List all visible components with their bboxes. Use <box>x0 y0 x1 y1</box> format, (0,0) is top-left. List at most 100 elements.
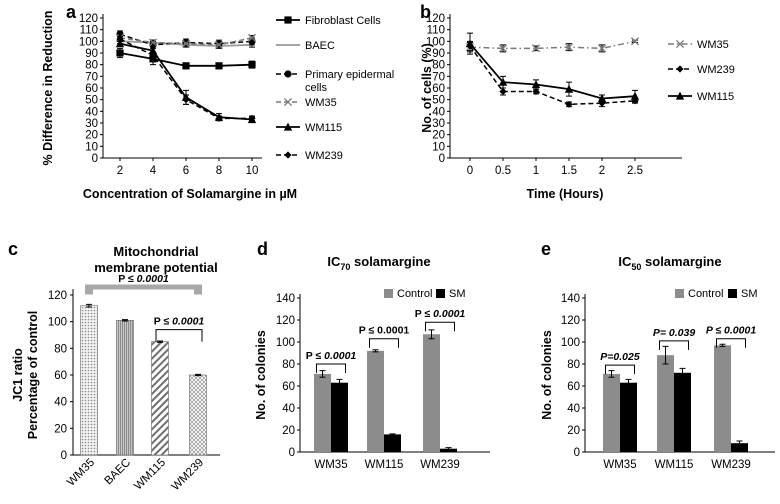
data-point <box>248 114 256 122</box>
chart-title: IC70 solamargine <box>327 254 430 272</box>
p-prefix: P ≤ <box>154 316 172 328</box>
y-tick-label: 40 <box>54 397 67 409</box>
y-tick-label: 120 <box>426 13 445 25</box>
legend-entry: WM115 <box>276 122 342 134</box>
p-prefix: P ≤ <box>118 273 136 285</box>
x-tick-label: 10 <box>246 165 259 177</box>
error-bar <box>719 343 726 347</box>
significance-label: P ≤ 0.0001 <box>359 325 410 337</box>
y-axis-title: No. of colonies <box>254 330 268 420</box>
significance-bracket: P ≤ 0.0001 <box>85 273 202 295</box>
x-tick-label: BAEC <box>102 457 133 488</box>
series-fibroblast-cells <box>116 47 256 70</box>
series-wm115 <box>465 32 640 103</box>
p-value: 0.0001 <box>377 325 409 337</box>
legend-entry: Fibroblast Cells <box>276 15 381 27</box>
x-tick-label: WM35 <box>603 459 636 471</box>
p-value: 0.0001 <box>324 350 356 362</box>
y-tick-label: 30 <box>432 118 445 130</box>
panel-label: d <box>257 239 268 259</box>
series-line <box>469 45 636 106</box>
bracket-end <box>85 284 93 295</box>
x-tick-label: WM239 <box>170 457 207 494</box>
y-tick-label: 60 <box>54 370 67 382</box>
y-tick-label: 100 <box>426 36 445 48</box>
bracket-line <box>369 338 399 348</box>
x-tick-label: WM115 <box>365 459 404 471</box>
bar <box>189 374 207 456</box>
panel-label: e <box>541 239 551 259</box>
x-tick-label: 4 <box>150 165 157 177</box>
p-value: 0.0001 <box>433 308 465 320</box>
legend-label: WM115 <box>305 122 342 134</box>
data-point <box>531 44 541 53</box>
y-axis-title: Percentage of control <box>26 311 40 440</box>
bar <box>423 334 440 452</box>
y-tick-label: 20 <box>85 130 98 142</box>
bracket-line <box>605 364 635 375</box>
y-tick-label: 140 <box>561 293 580 305</box>
error-bar <box>625 378 632 387</box>
error-bar <box>157 340 163 343</box>
y-tick-label: 100 <box>48 317 67 329</box>
significance-label: P ≤ 0.0001 <box>118 273 169 285</box>
significance-bracket: P ≤ 0.0001 <box>415 308 465 332</box>
bar <box>80 305 98 456</box>
legend-marker <box>676 65 684 73</box>
p-value: 0.0001 <box>137 273 169 285</box>
data-point <box>182 62 190 70</box>
data-point <box>630 37 640 46</box>
y-tick-label: 60 <box>282 381 295 393</box>
error-bar <box>662 345 669 365</box>
y-tick-label: 110 <box>80 25 98 37</box>
x-tick-label: WM239 <box>420 459 460 471</box>
title-main: IC <box>618 254 632 269</box>
legend-swatch <box>384 289 393 298</box>
series-line <box>119 42 253 121</box>
title-rest: solamargine <box>350 254 430 269</box>
bar <box>151 341 169 456</box>
series-line <box>469 43 636 100</box>
y-tick-label: 80 <box>54 343 67 355</box>
y-axis-title: JC1 ratio <box>11 348 25 402</box>
p-value: P= 0.039 <box>653 327 695 339</box>
y-tick-label: 50 <box>432 95 445 107</box>
y-tick-label: 50 <box>85 95 98 107</box>
legend-label: Primary epidermal <box>305 69 394 81</box>
legend-marker <box>675 39 685 49</box>
data-point <box>597 44 607 53</box>
bracket-line <box>659 340 689 350</box>
series-wm35 <box>115 33 257 49</box>
x-tick-label: 0.5 <box>495 165 511 177</box>
y-tick-label: 20 <box>54 423 67 435</box>
significance-label: P=0.025 <box>600 351 640 363</box>
y-tick-label: 80 <box>432 60 445 72</box>
bar <box>674 372 691 452</box>
series-wm115 <box>115 39 257 124</box>
legend-swatch <box>728 289 737 298</box>
p-prefix: P ≤ <box>415 308 433 320</box>
legend-swatch <box>436 289 445 298</box>
legend-label: SM <box>741 288 758 300</box>
data-point <box>182 96 190 104</box>
x-tick-label: 1 <box>533 165 539 177</box>
legend-marker <box>284 70 292 78</box>
series-line <box>119 38 252 120</box>
title-main: IC <box>327 254 341 269</box>
legend-label: SM <box>449 288 466 300</box>
y-tick-label: 60 <box>432 83 445 95</box>
data-point <box>597 94 607 103</box>
x-tick-label: 8 <box>216 165 222 177</box>
bar <box>384 434 401 452</box>
y-tick-label: 10 <box>85 141 98 153</box>
x-axis-title: Time (Hours) <box>527 187 604 201</box>
y-tick-label: 40 <box>282 403 295 415</box>
data-point <box>564 84 574 93</box>
legend-marker <box>284 16 292 24</box>
error-bar <box>86 303 92 308</box>
series-wm239 <box>116 35 256 122</box>
title-rest: solamargine <box>641 254 721 269</box>
